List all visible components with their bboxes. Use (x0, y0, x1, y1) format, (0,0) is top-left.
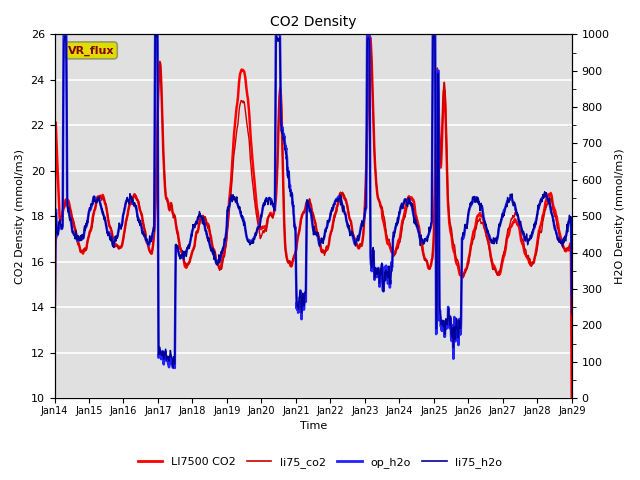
op_h2o (523, 237, 531, 243)
op_h2o (568, 293, 575, 299)
Line: op_h2o: op_h2o (54, 35, 572, 368)
Line: li75_h2o: li75_h2o (54, 35, 572, 367)
X-axis label: Time: Time (300, 421, 327, 432)
Y-axis label: H2O Density (mmol/m3): H2O Density (mmol/m3) (615, 148, 625, 284)
li75_co2 (195, 225, 203, 230)
Title: CO2 Density: CO2 Density (270, 15, 356, 29)
li75_co2 (339, 190, 347, 196)
LI7500 CO2 (367, 35, 374, 40)
LI7500 CO2 (51, 377, 58, 383)
li75_co2 (328, 227, 335, 233)
LI7500 CO2 (328, 228, 335, 234)
li75_co2 (522, 250, 530, 255)
li75_h2o (152, 32, 159, 37)
LI7500 CO2 (195, 223, 203, 228)
op_h2o (60, 32, 67, 37)
li75_h2o (537, 196, 545, 202)
li75_h2o (51, 346, 58, 352)
Y-axis label: CO2 Density (mmol/m3): CO2 Density (mmol/m3) (15, 149, 25, 284)
LI7500 CO2 (537, 223, 545, 228)
LI7500 CO2 (463, 263, 471, 269)
li75_co2 (366, 35, 374, 41)
op_h2o (195, 213, 203, 218)
li75_co2 (568, 396, 575, 401)
op_h2o (171, 365, 179, 371)
li75_h2o (463, 218, 471, 224)
li75_h2o (328, 207, 336, 213)
op_h2o (340, 207, 348, 213)
Line: li75_co2: li75_co2 (54, 38, 572, 398)
LI7500 CO2 (339, 192, 347, 197)
op_h2o (51, 344, 58, 350)
li75_h2o (340, 206, 348, 212)
LI7500 CO2 (522, 253, 530, 259)
Legend: LI7500 CO2, li75_co2, op_h2o, li75_h2o: LI7500 CO2, li75_co2, op_h2o, li75_h2o (133, 452, 507, 472)
Line: LI7500 CO2: LI7500 CO2 (54, 37, 572, 398)
LI7500 CO2 (568, 396, 575, 401)
op_h2o (328, 206, 336, 212)
op_h2o (537, 197, 545, 203)
li75_h2o (568, 311, 575, 317)
op_h2o (463, 218, 471, 224)
li75_co2 (537, 229, 545, 235)
li75_h2o (523, 231, 531, 237)
li75_h2o (169, 364, 177, 370)
Text: VR_flux: VR_flux (67, 45, 114, 56)
li75_co2 (463, 264, 471, 269)
li75_h2o (195, 211, 203, 216)
li75_co2 (51, 396, 58, 401)
